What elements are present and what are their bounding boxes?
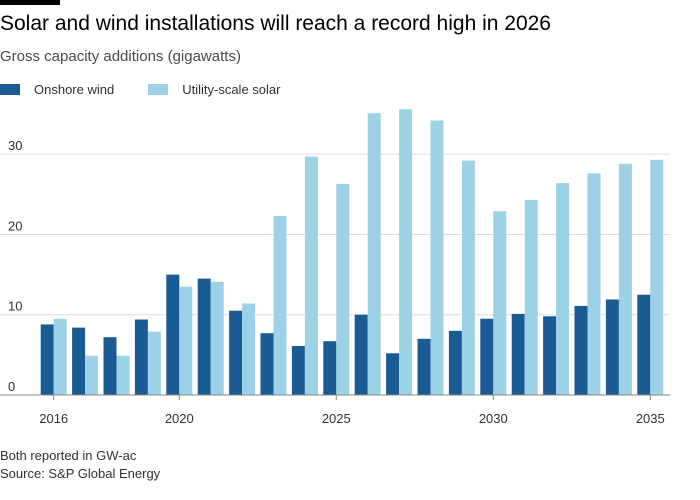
bar-onshore-wind-2018: [103, 337, 117, 395]
x-tick-label-2035: 2035: [636, 411, 665, 426]
bar-utility-solar-2018: [116, 355, 130, 395]
bar-onshore-wind-2016: [40, 324, 54, 395]
bar-onshore-wind-2027: [386, 353, 400, 395]
bar-utility-solar-2030: [493, 211, 507, 395]
chart-legend: Onshore wind Utility-scale solar: [0, 80, 314, 98]
bar-utility-solar-2028: [430, 120, 444, 395]
legend-label-utility-solar: Utility-scale solar: [182, 81, 281, 97]
bar-utility-solar-2032: [556, 183, 570, 395]
bar-utility-solar-2031: [524, 199, 538, 395]
x-tick-label-2016: 2016: [39, 411, 68, 426]
bar-utility-solar-2016: [53, 318, 67, 395]
bar-onshore-wind-2020: [166, 274, 180, 395]
y-tick-label-0: 0: [8, 379, 15, 394]
y-tick-label-20: 20: [8, 218, 22, 233]
bar-onshore-wind-2023: [260, 333, 274, 395]
bar-utility-solar-2020: [179, 286, 193, 395]
bar-utility-solar-2035: [650, 159, 664, 395]
bar-onshore-wind-2033: [574, 305, 588, 395]
bar-utility-solar-2034: [618, 163, 632, 395]
bar-utility-solar-2019: [147, 331, 161, 395]
bar-utility-solar-2026: [367, 113, 381, 395]
bar-utility-solar-2029: [461, 160, 475, 395]
x-tick-label-2025: 2025: [322, 411, 351, 426]
bar-utility-solar-2023: [273, 216, 287, 395]
bar-utility-solar-2022: [242, 303, 256, 395]
x-tick-label-2020: 2020: [165, 411, 194, 426]
bar-onshore-wind-2035: [637, 294, 651, 395]
bar-onshore-wind-2021: [197, 278, 211, 395]
brand-bar: [0, 0, 60, 5]
bar-onshore-wind-2017: [72, 327, 86, 395]
bar-onshore-wind-2034: [605, 299, 619, 395]
y-tick-label-30: 30: [8, 138, 22, 153]
bar-onshore-wind-2025: [323, 341, 337, 395]
bar-onshore-wind-2030: [480, 318, 494, 395]
bar-onshore-wind-2024: [291, 346, 305, 395]
legend-swatch-utility-solar: [148, 83, 169, 95]
bar-onshore-wind-2028: [417, 338, 431, 395]
bar-onshore-wind-2032: [543, 316, 557, 395]
y-tick-label-10: 10: [8, 299, 22, 314]
bar-onshore-wind-2029: [448, 330, 462, 395]
chart-title: Solar and wind installations will reach …: [0, 12, 551, 35]
legend-item-utility-solar: Utility-scale solar: [148, 82, 280, 97]
legend-swatch-onshore-wind: [0, 83, 20, 95]
bar-onshore-wind-2031: [511, 313, 525, 395]
bar-onshore-wind-2026: [354, 314, 368, 395]
bar-utility-solar-2025: [336, 183, 350, 395]
bar-utility-solar-2017: [85, 355, 99, 395]
footnote: Both reported in GW-ac: [0, 448, 137, 463]
source-note: Source: S&P Global Energy: [0, 466, 161, 481]
bar-utility-solar-2021: [210, 281, 224, 395]
bar-onshore-wind-2022: [229, 310, 243, 395]
bar-utility-solar-2024: [304, 156, 318, 395]
bar-utility-solar-2027: [399, 109, 413, 395]
legend-label-onshore-wind: Onshore wind: [34, 81, 115, 97]
bar-onshore-wind-2019: [134, 319, 148, 395]
legend-item-onshore-wind: Onshore wind: [0, 82, 114, 97]
chart-subtitle: Gross capacity additions (gigawatts): [0, 48, 241, 65]
bar-utility-solar-2033: [587, 173, 601, 395]
x-tick-label-2030: 2030: [479, 411, 508, 426]
